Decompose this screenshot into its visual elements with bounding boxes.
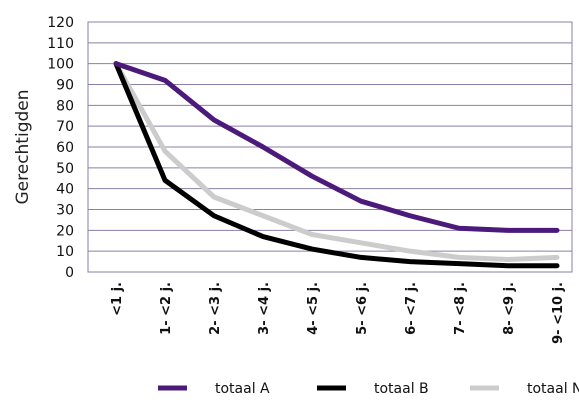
y-tick-label: 110 — [47, 36, 74, 52]
y-tick-label: 30 — [56, 203, 74, 219]
y-axis-label: Gerechtigden — [13, 89, 33, 204]
x-tick-label: 7- <8 j. — [453, 282, 468, 335]
series-line-totaal-a — [113, 61, 560, 233]
x-tick-label: 8- <9 j. — [502, 282, 517, 335]
y-tick-label: 90 — [56, 78, 74, 94]
series-line-totaal-b — [113, 61, 560, 269]
x-tick-label: 5- <6 j. — [355, 282, 370, 335]
plot-area-border — [87, 21, 573, 273]
y-tick-label: 20 — [56, 223, 74, 239]
y-tick-label: 50 — [56, 161, 74, 177]
x-tick-label: 6- <7 j. — [404, 282, 419, 335]
y-tick-labels: 0 10 20 30 40 50 60 70 80 90 100 110 120 — [47, 15, 74, 281]
y-tick-label: 10 — [56, 244, 74, 260]
y-tick-label: 0 — [65, 265, 74, 281]
x-tick-label: 9- <10 j. — [551, 282, 566, 344]
x-tick-label: <1 j. — [110, 282, 125, 316]
y-tick-label: 60 — [56, 140, 74, 156]
legend-label: totaal A — [215, 381, 270, 397]
x-tick-label: 4- <5 j. — [306, 282, 321, 335]
y-tick-label: 100 — [47, 57, 74, 73]
legend: totaal A totaal B totaal N — [158, 381, 579, 397]
series-line-totaal-n — [113, 61, 560, 262]
x-tick-label: 2- <3 j. — [208, 282, 223, 335]
x-tick-labels: <1 j. 1- <2 j. 2- <3 j. 3- <4 j. 4- <5 j. 5- … — [110, 282, 566, 344]
series-lines — [113, 61, 560, 269]
y-tick-label: 80 — [56, 98, 74, 114]
legend-label: totaal N — [527, 381, 579, 397]
y-tick-label: 40 — [56, 182, 74, 198]
y-tick-label: 120 — [47, 15, 74, 31]
legend-label: totaal B — [374, 381, 429, 397]
x-tick-label: 1- <2 j. — [159, 282, 174, 335]
y-tick-label: 70 — [56, 119, 74, 135]
x-tick-label: 3- <4 j. — [257, 282, 272, 335]
